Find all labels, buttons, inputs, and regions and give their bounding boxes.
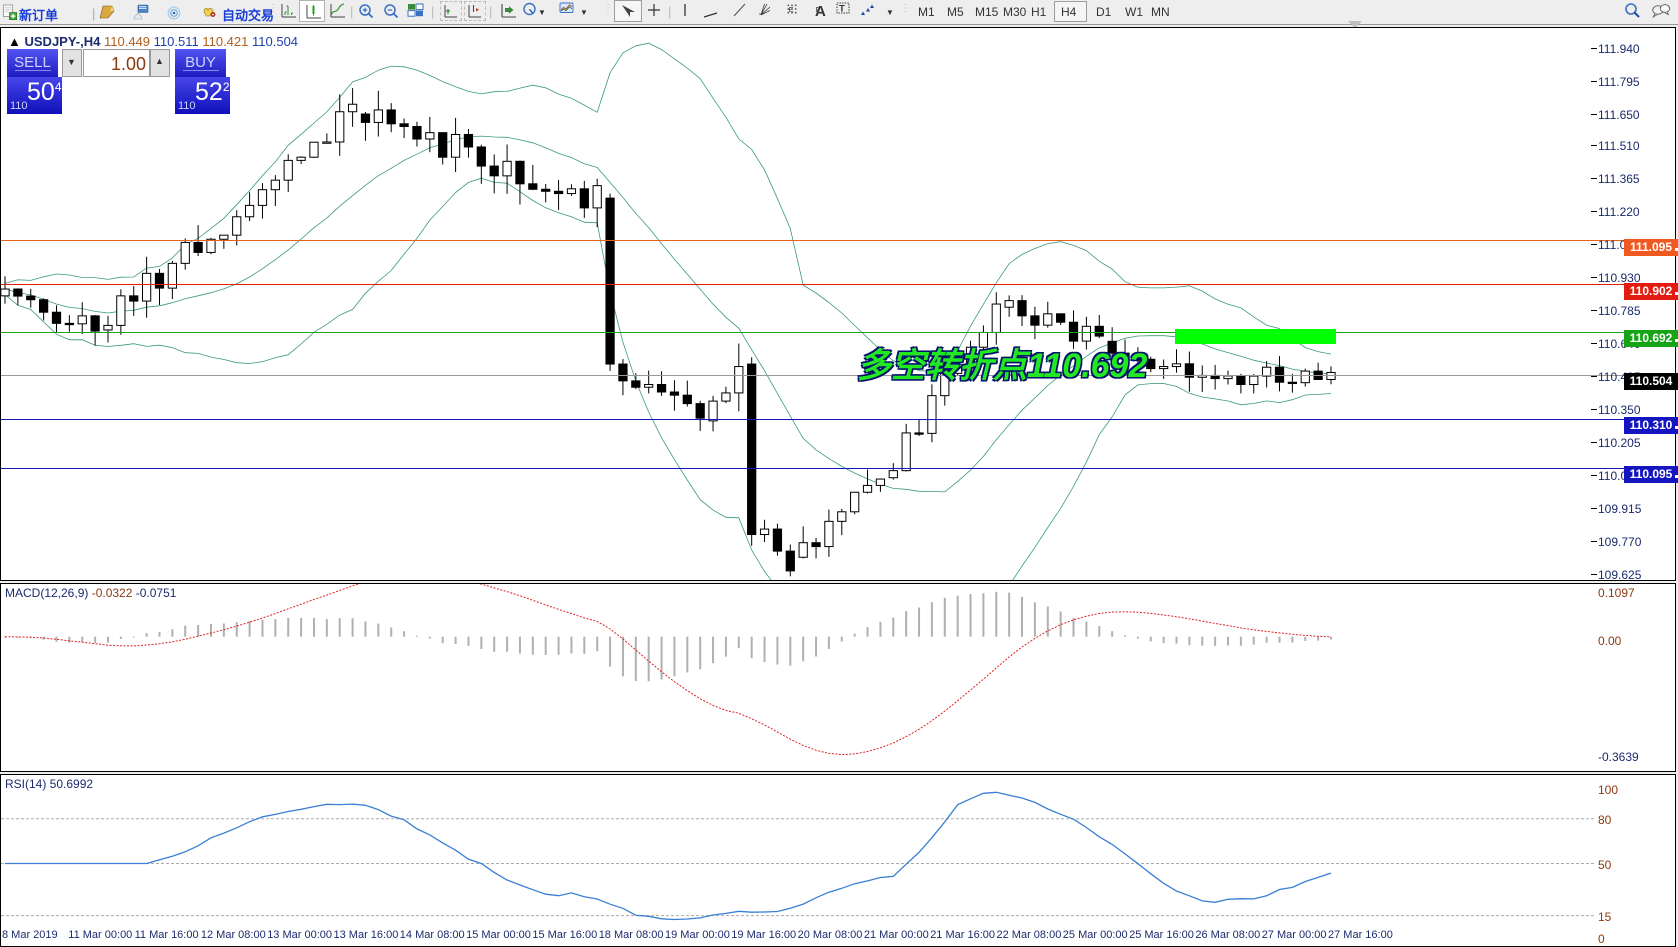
- svg-text:T: T: [839, 4, 845, 15]
